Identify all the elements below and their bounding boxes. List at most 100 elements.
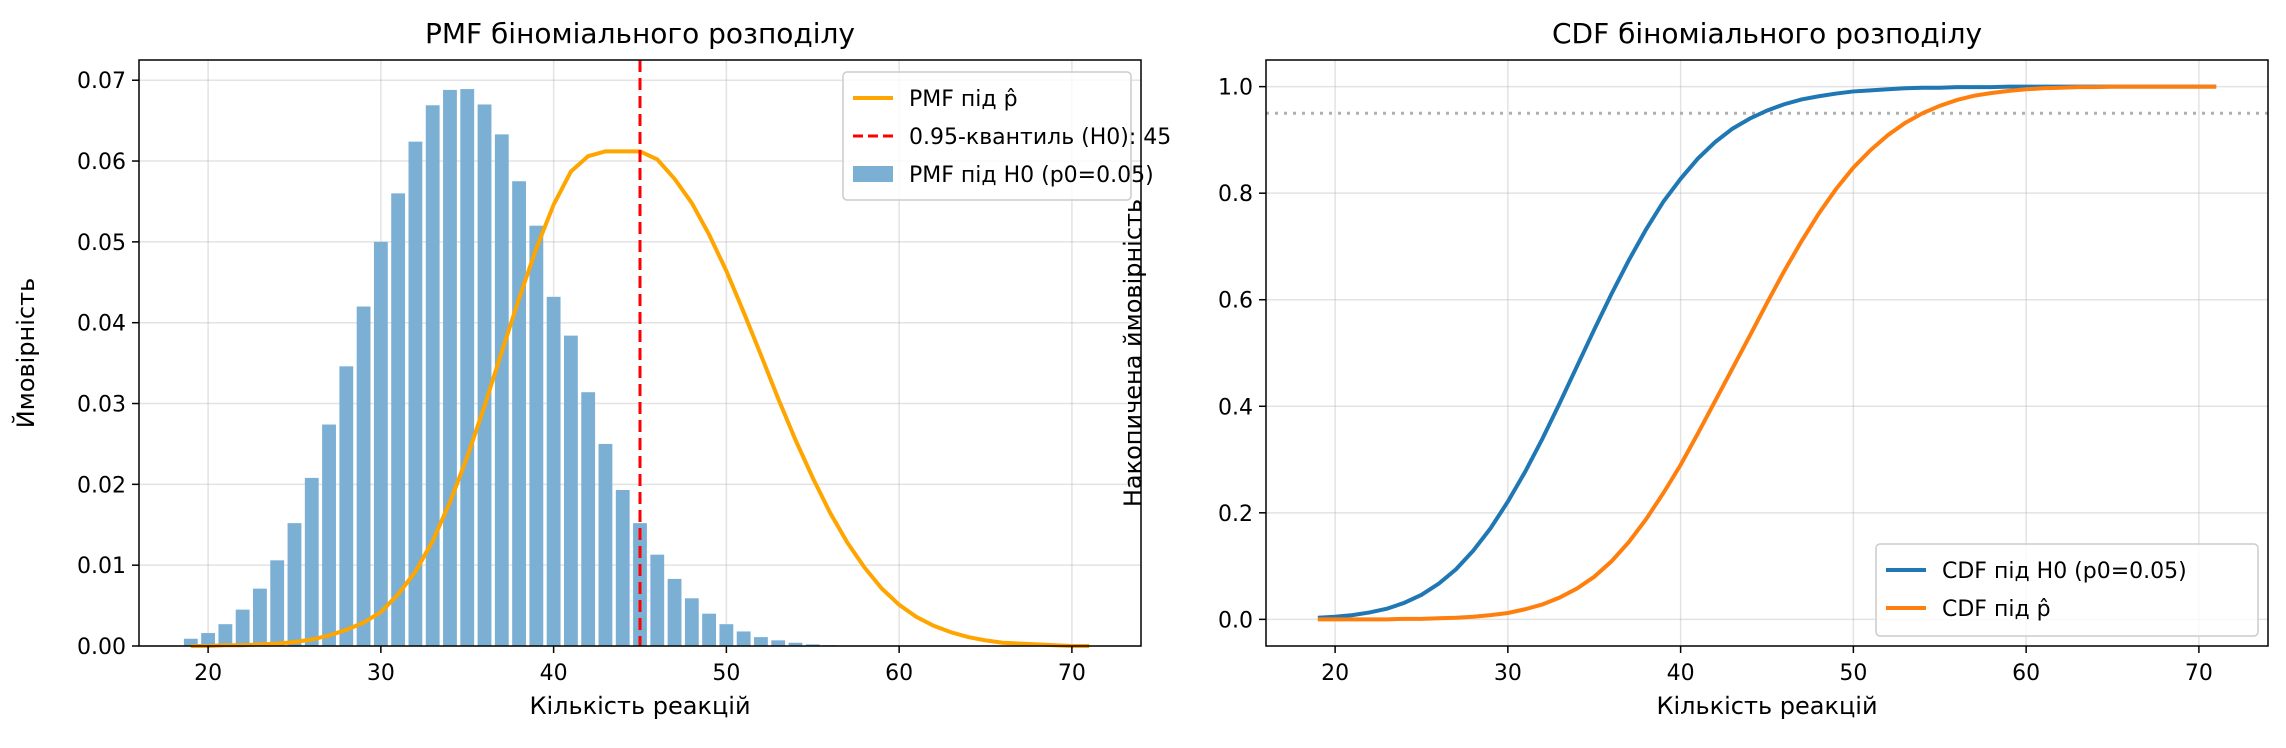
pmf-x-axis-label: Кількість реакцій xyxy=(529,692,750,720)
pmf-bar xyxy=(443,89,457,647)
y-tick-label: 0.6 xyxy=(1218,289,1253,314)
pmf-bar xyxy=(615,490,630,646)
pmf-panel: PMF біноміального розподілу 20 30 40 50 60 70… xyxy=(11,17,1171,720)
pmf-bar xyxy=(736,631,751,646)
pmf-bar xyxy=(287,523,302,646)
pmf-bar xyxy=(201,633,216,646)
y-tick-label: 0.2 xyxy=(1218,502,1253,527)
x-tick-label: 30 xyxy=(1494,661,1522,686)
pmf-bar xyxy=(754,637,768,646)
pmf-bar xyxy=(339,366,354,646)
x-tick-label: 60 xyxy=(2012,661,2040,686)
y-tick-label: 0.00 xyxy=(77,635,126,660)
y-tick-label: 0.01 xyxy=(77,554,126,579)
y-tick-label: 0.05 xyxy=(77,231,126,256)
x-tick: 50 xyxy=(712,646,740,686)
x-tick-label: 20 xyxy=(1321,661,1349,686)
y-tick-label: 0.03 xyxy=(77,393,126,418)
legend-label-pmf-h0: PMF під H0 (p0=0.05) xyxy=(909,163,1154,188)
x-tick-label: 60 xyxy=(885,661,913,686)
y-tick-label: 0.06 xyxy=(77,150,126,175)
y-tick-label: 0.07 xyxy=(77,69,126,94)
legend-swatch-pmf-h0 xyxy=(853,166,893,182)
pmf-bar xyxy=(512,181,526,646)
pmf-y-axis-label: Ймовірність xyxy=(11,278,40,428)
pmf-bar xyxy=(408,141,423,646)
pmf-bar xyxy=(477,104,492,646)
y-tick-label: 0.04 xyxy=(77,312,126,337)
x-tick: 40 xyxy=(1667,646,1695,686)
cdf-x-axis-label: Кількість реакцій xyxy=(1656,692,1877,720)
cdf-curve-0 xyxy=(1317,84,2217,620)
pmf-bars xyxy=(183,89,872,647)
pmf-bar xyxy=(235,609,250,646)
pmf-bar xyxy=(356,306,371,646)
pmf-bar xyxy=(494,134,509,646)
pmf-bar xyxy=(304,477,319,646)
pmf-bar xyxy=(322,424,336,646)
cdf-y-axis-label: Накопичена ймовірність xyxy=(1119,199,1147,507)
y-tick: 1.0 xyxy=(1218,76,1266,101)
cdf-x-ticks: 20 30 40 50 60 70 xyxy=(1321,646,2213,686)
legend-label-cdf-hat: CDF під p̂ xyxy=(1942,597,2051,622)
cdf-y-ticks: 0.0 0.2 0.4 0.6 0.8 1.0 xyxy=(1218,76,1266,633)
pmf-bar xyxy=(563,335,578,646)
pmf-bar xyxy=(460,89,475,647)
y-tick-label: 0.4 xyxy=(1218,395,1253,420)
y-tick: 0.06 xyxy=(77,150,139,175)
pmf-bar xyxy=(719,624,734,646)
y-tick: 0.07 xyxy=(77,69,139,94)
y-tick-label: 0.02 xyxy=(77,473,126,498)
legend-label-pmf-hat: PMF під p̂ xyxy=(909,87,1018,112)
pmf-legend-box xyxy=(842,71,1132,201)
y-tick: 0.05 xyxy=(77,231,139,256)
pmf-bar xyxy=(667,578,682,646)
cdf-curve-1 xyxy=(1317,84,2217,622)
pmf-bar xyxy=(805,644,820,646)
x-tick-label: 50 xyxy=(712,661,740,686)
pmf-bar xyxy=(373,241,388,647)
cdf-legend: CDF під H0 (p0=0.05) CDF під p̂ xyxy=(1875,543,2259,637)
legend-label-quantile: 0.95-квантиль (H0): 45 xyxy=(909,125,1171,150)
y-tick: 0.8 xyxy=(1218,182,1266,207)
cdf-title: CDF біноміального розподілу xyxy=(1552,17,1982,50)
y-tick: 0.03 xyxy=(77,393,139,418)
x-tick-label: 70 xyxy=(1058,661,1086,686)
y-tick: 0.04 xyxy=(77,312,139,337)
y-tick: 0.2 xyxy=(1218,502,1266,527)
x-tick-label: 40 xyxy=(1667,661,1695,686)
y-tick-label: 0.8 xyxy=(1218,182,1253,207)
pmf-axes-frame xyxy=(138,59,1142,647)
pmf-title: PMF біноміального розподілу xyxy=(425,17,855,50)
x-tick-label: 70 xyxy=(2185,661,2213,686)
pmf-bar xyxy=(218,624,233,646)
x-tick: 40 xyxy=(540,646,568,686)
y-tick: 0.01 xyxy=(77,554,139,579)
cdf-legend-box xyxy=(1875,543,2259,637)
x-tick: 30 xyxy=(367,646,395,686)
y-tick: 0.02 xyxy=(77,473,139,498)
pmf-y-ticks: 0.00 0.01 0.02 0.03 0.04 0.05 0.06 0.07 xyxy=(77,69,139,660)
x-tick-label: 50 xyxy=(1839,661,1867,686)
pmf-bar xyxy=(546,296,561,646)
y-tick: 0.6 xyxy=(1218,289,1266,314)
pmf-bar xyxy=(270,560,285,646)
pmf-bar xyxy=(391,193,406,646)
pmf-bar xyxy=(183,638,198,646)
pmf-bar xyxy=(650,554,665,646)
pmf-bar xyxy=(581,392,596,646)
x-tick: 60 xyxy=(885,646,913,686)
pmf-bar xyxy=(788,642,803,646)
cdf-axes-frame xyxy=(1265,59,2269,647)
y-tick-label: 1.0 xyxy=(1218,76,1253,101)
pmf-bar xyxy=(771,640,786,646)
y-tick: 0.0 xyxy=(1218,608,1266,633)
cdf-curves xyxy=(1317,84,2217,622)
pmf-bar xyxy=(529,225,544,647)
y-tick: 0.4 xyxy=(1218,395,1266,420)
x-tick: 20 xyxy=(194,646,222,686)
pmf-legend: PMF під p̂ 0.95-квантиль (H0): 45 PMF пі… xyxy=(842,71,1171,201)
pmf-bar xyxy=(684,598,699,646)
pmf-x-ticks: 20 30 40 50 60 70 xyxy=(194,646,1086,686)
